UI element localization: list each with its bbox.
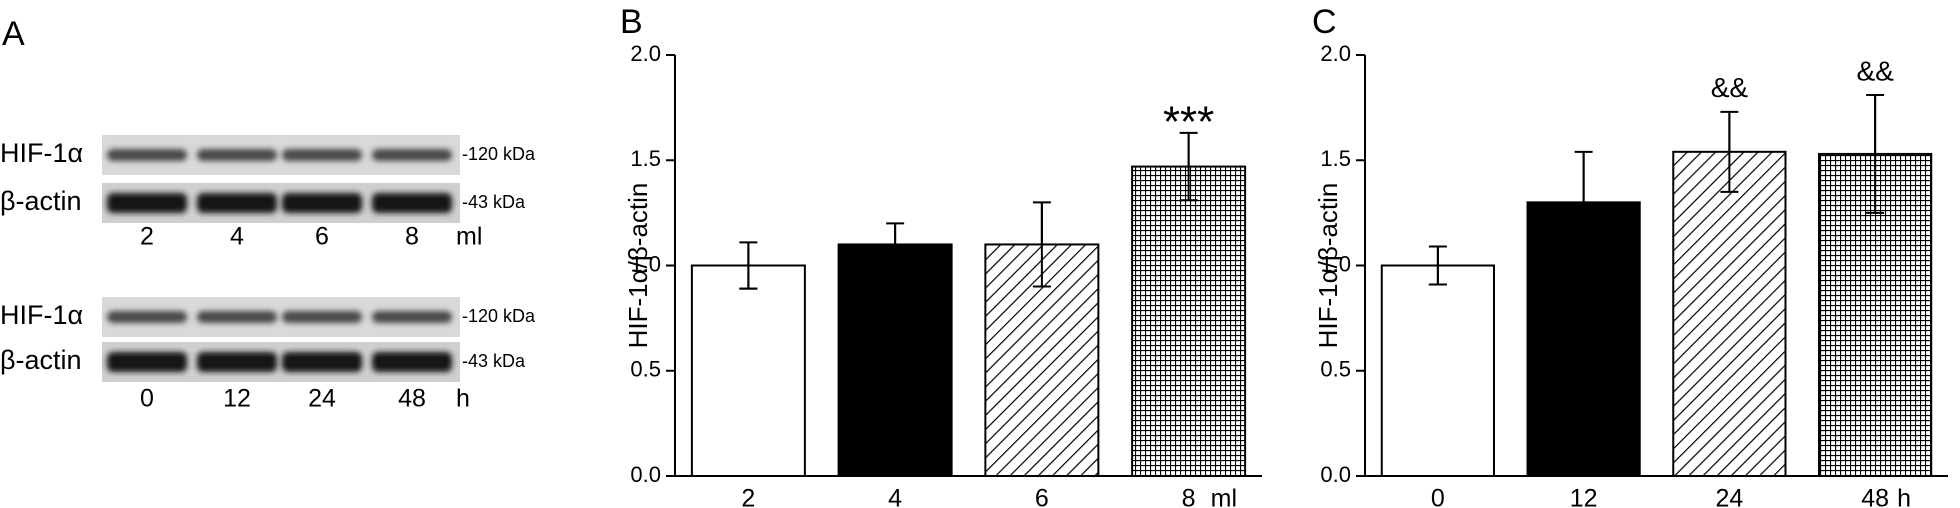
- size-label: -43 kDa: [462, 351, 526, 371]
- blot-band: [197, 311, 277, 323]
- lane-label: 24: [308, 385, 336, 413]
- blot-band: [372, 149, 452, 161]
- y-tick-label: 0.5: [1320, 357, 1351, 382]
- bar: [690, 264, 806, 477]
- size-label: -43 kDa: [462, 192, 526, 212]
- blot-band: [107, 352, 187, 372]
- y-tick-label: 2.0: [630, 41, 661, 66]
- lane-label: 6: [315, 223, 329, 251]
- protein-label: β-actin: [0, 186, 82, 216]
- x-tick-label: 12: [1570, 485, 1598, 508]
- bar: [1672, 150, 1787, 478]
- blot-band: [372, 311, 452, 323]
- blot-band: [197, 352, 277, 372]
- bar: [837, 243, 953, 477]
- lane-label: 4: [230, 223, 244, 251]
- significance-label: ***: [1163, 98, 1214, 147]
- size-label: -120 kDa: [462, 306, 536, 326]
- blot-band: [107, 311, 187, 323]
- y-tick-label: 0.0: [630, 462, 661, 487]
- y-axis-label: HIF-1α/β-actin: [1313, 183, 1343, 349]
- panel-label: B: [620, 3, 643, 41]
- blot-band: [197, 149, 277, 161]
- protein-label: HIF-1α: [0, 300, 83, 330]
- y-axis-label: HIF-1α/β-actin: [623, 183, 653, 349]
- x-tick-label: 0: [1431, 485, 1445, 508]
- bar: [1131, 165, 1247, 477]
- blot-band: [107, 149, 187, 161]
- blot-band: [282, 149, 362, 161]
- y-tick-label: 1.5: [630, 146, 661, 171]
- blot-band: [282, 311, 362, 323]
- y-tick-label: 1.0: [630, 251, 661, 276]
- protein-label: β-actin: [0, 345, 82, 375]
- size-label: -120 kDa: [462, 144, 536, 164]
- significance-label: &&: [1711, 72, 1749, 103]
- lane-unit: h: [456, 385, 470, 413]
- lane-unit: ml: [456, 223, 482, 251]
- x-tick-label: 24: [1715, 485, 1743, 508]
- x-tick-label: 48: [1861, 485, 1889, 508]
- y-tick-label: 1.0: [1320, 251, 1351, 276]
- y-tick-label: 1.5: [1320, 146, 1351, 171]
- y-tick-label: 2.0: [1320, 41, 1351, 66]
- lane-label: 2: [140, 223, 154, 251]
- x-tick-label: 2: [741, 485, 755, 508]
- x-unit-label: h: [1897, 485, 1911, 508]
- blot-band: [197, 193, 277, 213]
- bar: [1526, 201, 1641, 477]
- protein-label: HIF-1α: [0, 138, 83, 168]
- blot-band: [372, 352, 452, 372]
- panel-label: A: [2, 15, 25, 53]
- x-tick-label: 6: [1035, 485, 1049, 508]
- y-tick-label: 0.5: [630, 357, 661, 382]
- bar: [1380, 264, 1495, 477]
- blot-band: [372, 193, 452, 213]
- x-unit-label: ml: [1211, 485, 1237, 508]
- significance-label: &&: [1856, 55, 1894, 86]
- panel-label: C: [1312, 3, 1337, 41]
- lane-label: 12: [223, 385, 251, 413]
- lane-label: 0: [140, 385, 154, 413]
- blot-band: [107, 193, 187, 213]
- lane-label: 8: [405, 223, 419, 251]
- y-tick-label: 0.0: [1320, 462, 1351, 487]
- x-tick-label: 8: [1182, 485, 1196, 508]
- blot-band: [282, 352, 362, 372]
- x-tick-label: 4: [888, 485, 902, 508]
- blot-band: [282, 193, 362, 213]
- lane-label: 48: [398, 385, 426, 413]
